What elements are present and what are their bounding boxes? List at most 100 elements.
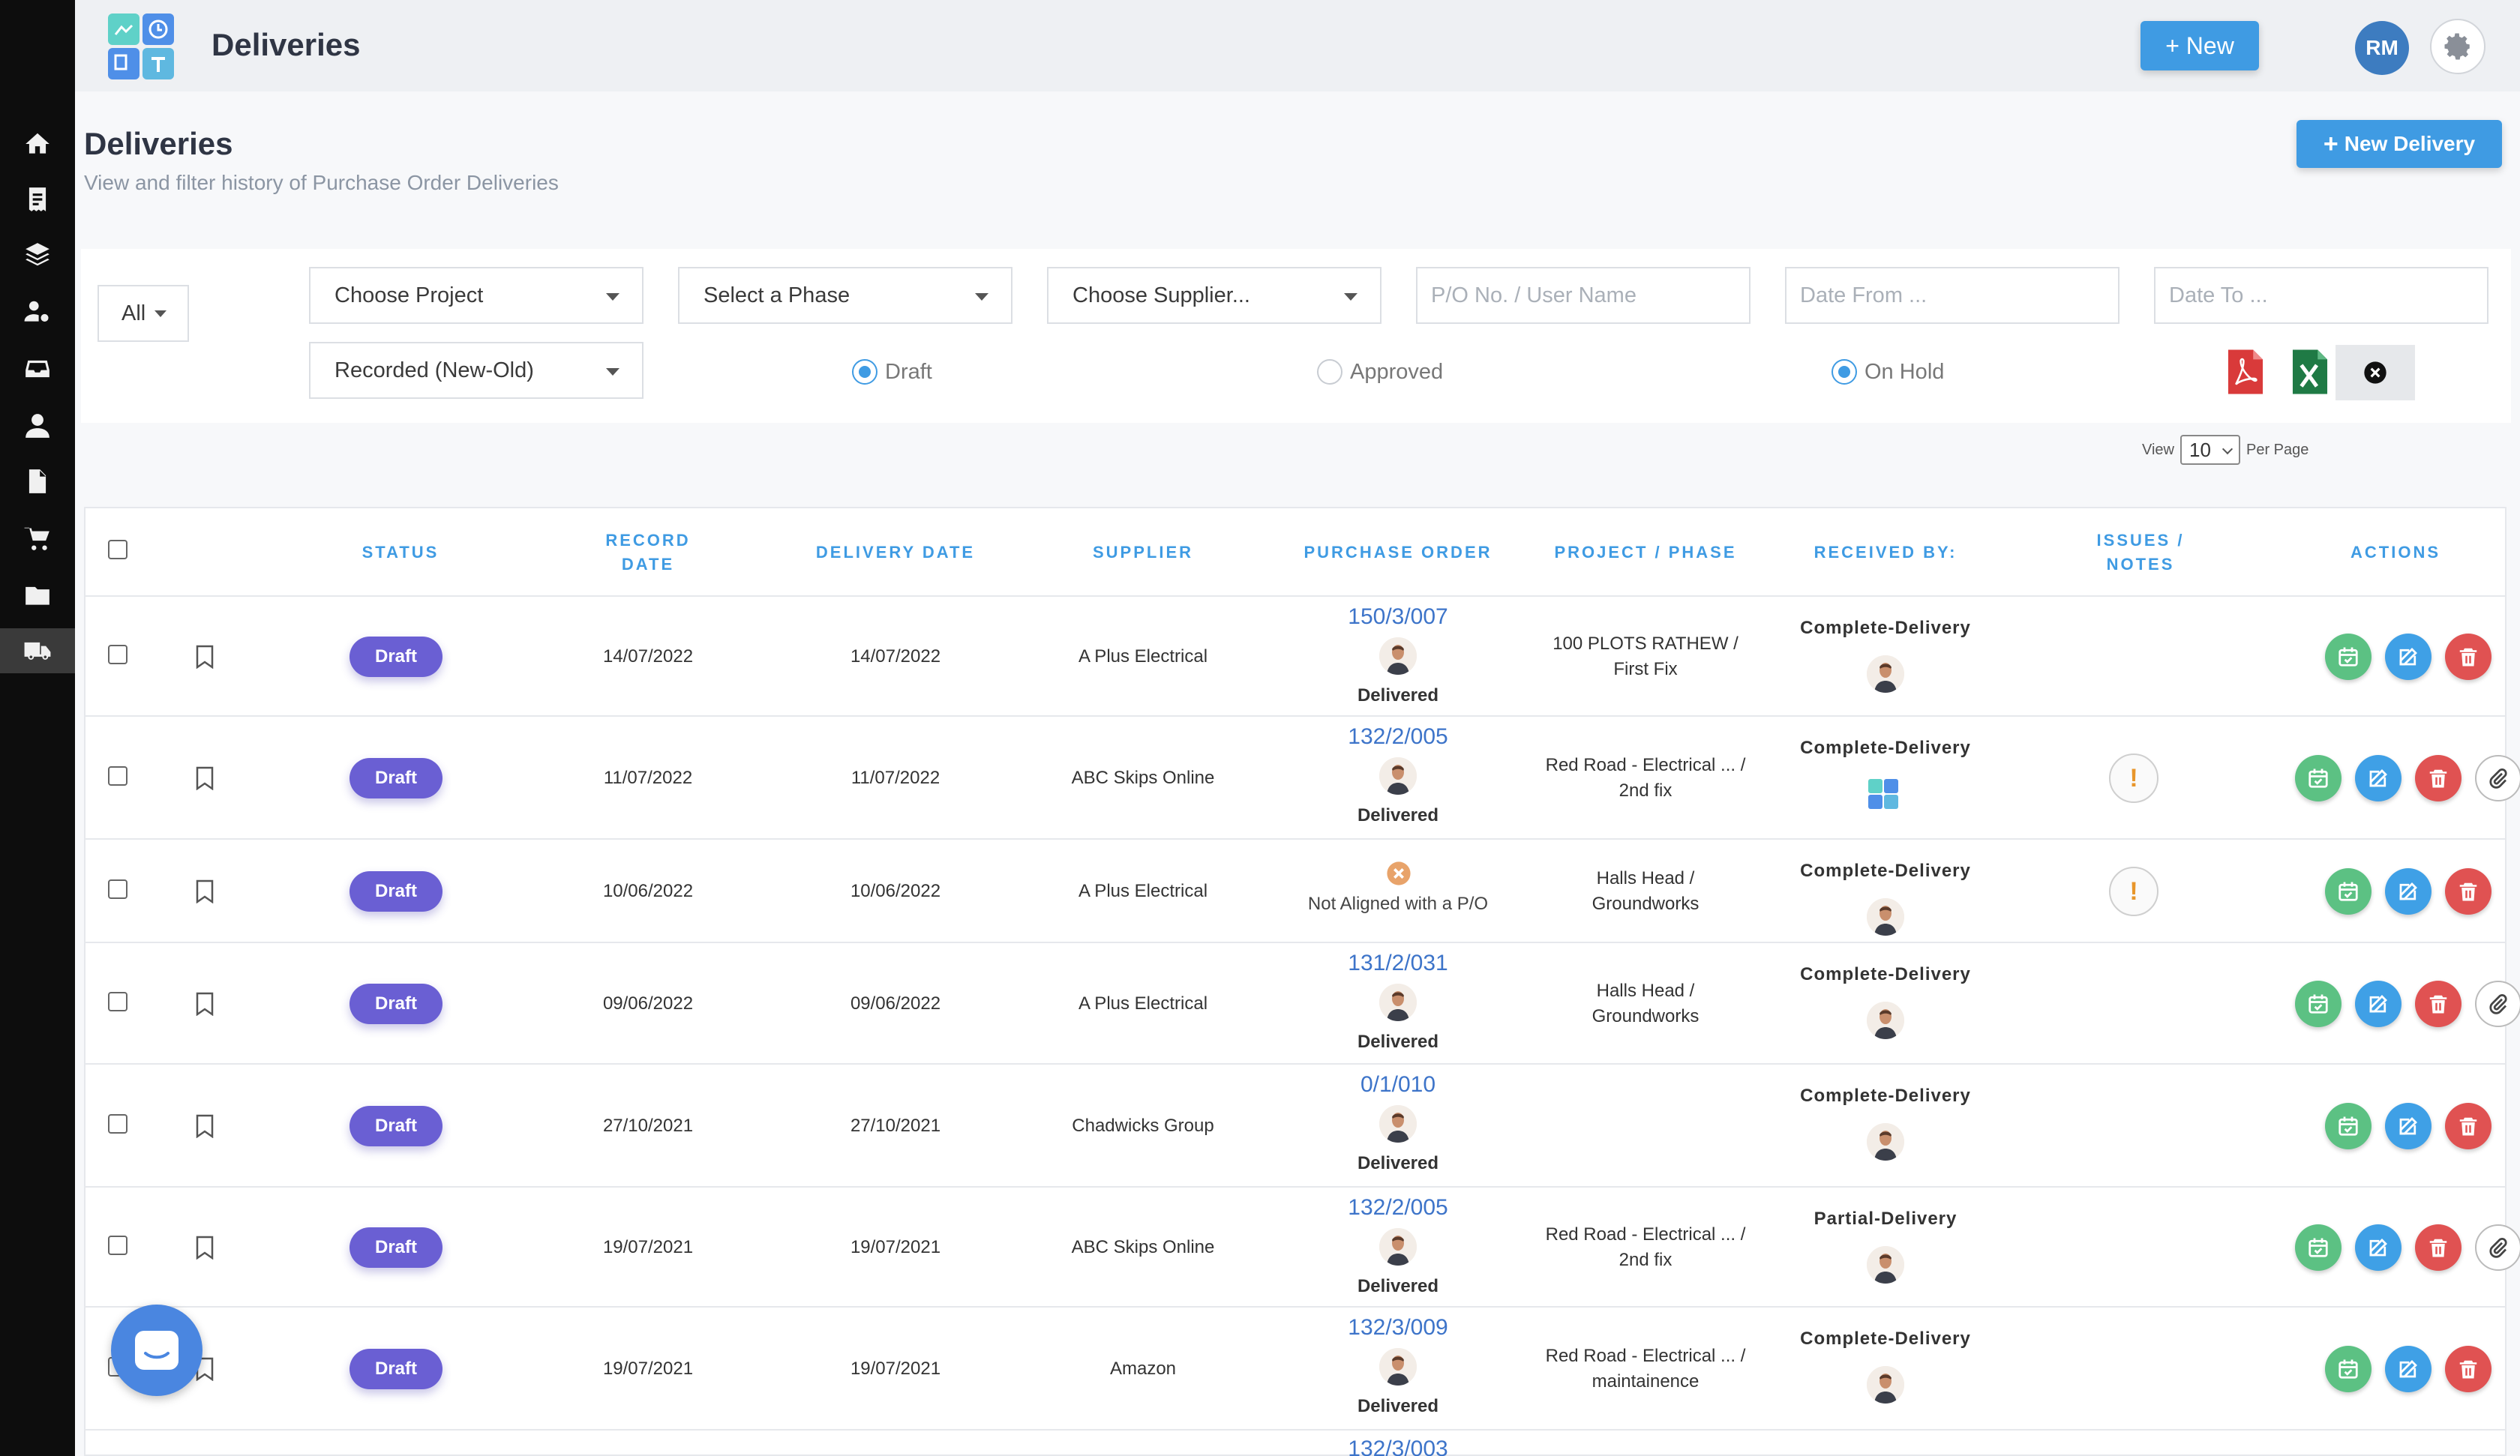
radio-draft[interactable]: Draft: [852, 357, 932, 387]
pdf-export-icon[interactable]: [2226, 348, 2265, 396]
edit-delivery-button[interactable]: [2385, 868, 2432, 915]
sidebar-item-inbox[interactable]: [0, 346, 75, 391]
delete-delivery-button[interactable]: [2445, 1346, 2492, 1392]
row-checkbox[interactable]: [108, 1236, 128, 1255]
edit-delivery-button[interactable]: [2355, 755, 2402, 801]
radio-draft-button[interactable]: [852, 359, 878, 385]
header-purchase-order[interactable]: PURCHASE ORDER: [1304, 543, 1492, 562]
delete-delivery-button[interactable]: [2415, 1224, 2462, 1271]
delete-delivery-button[interactable]: [2415, 981, 2462, 1027]
bookmark-icon[interactable]: [195, 879, 214, 903]
row-checkbox[interactable]: [108, 766, 128, 786]
caret-down-icon: [606, 293, 620, 301]
header-delivery-date[interactable]: DELIVERY DATE: [815, 543, 976, 562]
header-status[interactable]: STATUS: [362, 543, 440, 562]
po-not-aligned-note: Not Aligned with a P/O: [1307, 894, 1489, 914]
purchase-order-link[interactable]: 131/2/031: [1348, 951, 1448, 975]
header-issues-notes[interactable]: ISSUES / NOTES: [2080, 508, 2200, 597]
user-avatar[interactable]: RM: [2355, 21, 2409, 75]
header-project-phase[interactable]: PROJECT / PHASE: [1554, 543, 1737, 562]
delivery-date: 11/07/2022: [850, 768, 940, 788]
row-checkbox[interactable]: [108, 992, 128, 1011]
row-checkbox[interactable]: [108, 879, 128, 899]
radio-approved-button[interactable]: [1317, 359, 1342, 385]
issue-warning-icon[interactable]: !: [2109, 867, 2158, 916]
app-logo[interactable]: [106, 12, 176, 81]
header-record-date[interactable]: RECORD DATE: [588, 508, 708, 597]
select-all-checkbox[interactable]: [108, 540, 128, 559]
table-row[interactable]: Draft 11/07/2022 11/07/2022 ABC Skips Onlin…: [86, 717, 2520, 840]
purchase-order-link[interactable]: 132/2/005: [1348, 724, 1448, 749]
chat-widget-button[interactable]: [111, 1305, 202, 1396]
header-received-by[interactable]: RECEIVED BY:: [1814, 543, 1958, 562]
table-row[interactable]: Draft 19/07/2021 19/07/2021 ABC Skips Onlin…: [86, 1188, 2520, 1308]
edit-delivery-button[interactable]: [2355, 1224, 2402, 1271]
date-from-input[interactable]: [1785, 267, 2120, 324]
excel-export-icon[interactable]: [2290, 348, 2330, 396]
issue-warning-icon[interactable]: !: [2109, 753, 2158, 803]
approve-delivery-button[interactable]: [2325, 1346, 2372, 1392]
sidebar-item-home[interactable]: [0, 121, 75, 166]
new-button[interactable]: + New: [2140, 21, 2259, 70]
bookmark-icon[interactable]: [195, 992, 214, 1016]
approve-delivery-button[interactable]: [2295, 981, 2342, 1027]
phase-select[interactable]: Select a Phase: [678, 267, 1012, 324]
table-row[interactable]: Draft 27/10/2021 27/10/2021 Chadwicks Group…: [86, 1065, 2505, 1188]
attachment-button[interactable]: [2475, 981, 2520, 1027]
project-select[interactable]: Choose Project: [309, 267, 644, 324]
edit-delivery-button[interactable]: [2385, 634, 2432, 680]
sort-select[interactable]: Recorded (New-Old): [309, 342, 644, 399]
delete-delivery-button[interactable]: [2445, 1103, 2492, 1149]
per-page-select[interactable]: 10: [2180, 435, 2240, 465]
table-row[interactable]: Draft 19/07/2021 19/07/2021 Amazon 132/3/009…: [86, 1308, 2505, 1431]
bookmark-icon[interactable]: [195, 766, 214, 790]
radio-on-hold-button[interactable]: [1832, 359, 1857, 385]
sidebar-item-deliveries[interactable]: [0, 628, 75, 673]
sidebar-item-layers[interactable]: [0, 232, 75, 277]
all-filter-dropdown[interactable]: All: [98, 285, 189, 342]
sidebar-item-users-settings[interactable]: [0, 289, 75, 334]
bookmark-icon[interactable]: [195, 1236, 214, 1260]
edit-delivery-button[interactable]: [2355, 981, 2402, 1027]
date-to-input[interactable]: [2154, 267, 2488, 324]
approve-delivery-button[interactable]: [2295, 755, 2342, 801]
attachment-button[interactable]: [2475, 755, 2520, 801]
header-supplier[interactable]: SUPPLIER: [1092, 543, 1194, 562]
purchase-order-link[interactable]: 150/3/007: [1348, 604, 1448, 629]
sidebar-item-cart[interactable]: [0, 516, 75, 561]
purchase-order-link[interactable]: 132/3/003: [1348, 1437, 1448, 1456]
new-delivery-button[interactable]: + New Delivery: [2296, 120, 2502, 168]
sidebar-item-documents[interactable]: [0, 459, 75, 504]
approve-delivery-button[interactable]: [2325, 1103, 2372, 1149]
bookmark-icon[interactable]: [195, 1114, 214, 1138]
approve-delivery-button[interactable]: [2325, 634, 2372, 680]
table-row[interactable]: Draft 09/06/2022 09/06/2022 A Plus Electric…: [86, 943, 2520, 1065]
delete-delivery-button[interactable]: [2445, 634, 2492, 680]
edit-delivery-button[interactable]: [2385, 1103, 2432, 1149]
po-search-input[interactable]: [1416, 267, 1750, 324]
row-checkbox[interactable]: [108, 1114, 128, 1134]
approve-delivery-button[interactable]: [2295, 1224, 2342, 1271]
delete-delivery-button[interactable]: [2445, 868, 2492, 915]
bookmark-icon[interactable]: [195, 1357, 214, 1381]
edit-delivery-button[interactable]: [2385, 1346, 2432, 1392]
attachment-button[interactable]: [2475, 1224, 2520, 1271]
table-row[interactable]: Draft 10/06/2022 10/06/2022 A Plus Electric…: [86, 840, 2505, 943]
received-by-status: Partial-Delivery: [1814, 1209, 1958, 1229]
bookmark-icon[interactable]: [195, 645, 214, 669]
sidebar-item-orders[interactable]: [0, 177, 75, 222]
purchase-order-link[interactable]: 0/1/010: [1360, 1072, 1436, 1097]
radio-approved[interactable]: Approved: [1317, 357, 1443, 387]
purchase-order-link[interactable]: 132/2/005: [1348, 1195, 1448, 1220]
sidebar-item-folder[interactable]: [0, 573, 75, 618]
row-checkbox[interactable]: [108, 645, 128, 664]
supplier-select[interactable]: Choose Supplier...: [1047, 267, 1382, 324]
settings-button[interactable]: [2430, 19, 2486, 74]
purchase-order-link[interactable]: 132/3/009: [1348, 1315, 1448, 1340]
approve-delivery-button[interactable]: [2325, 868, 2372, 915]
clear-filters-button[interactable]: [2336, 345, 2415, 400]
sidebar-item-user[interactable]: [0, 403, 75, 448]
radio-on-hold[interactable]: On Hold: [1832, 357, 1944, 387]
delete-delivery-button[interactable]: [2415, 755, 2462, 801]
table-row[interactable]: Draft 14/07/2022 14/07/2022 A Plus Electric…: [86, 597, 2505, 717]
